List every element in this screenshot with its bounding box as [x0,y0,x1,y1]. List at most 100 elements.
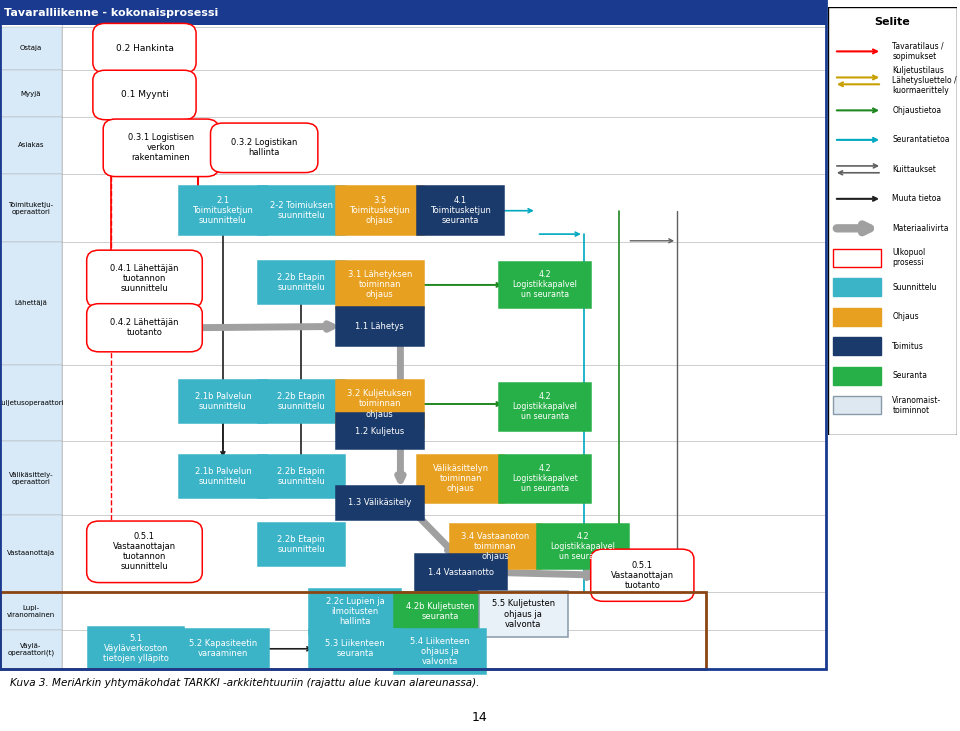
FancyBboxPatch shape [257,523,345,566]
FancyBboxPatch shape [0,0,826,26]
Text: 1.2 Kuljetus: 1.2 Kuljetus [355,427,404,436]
FancyBboxPatch shape [0,117,61,174]
Text: Asiakas: Asiakas [17,143,44,148]
FancyBboxPatch shape [86,521,203,583]
Text: 4.2
Logistikkapalvel
un seuranta: 4.2 Logistikkapalvel un seuranta [550,532,615,561]
FancyBboxPatch shape [449,523,541,569]
FancyBboxPatch shape [590,549,694,602]
FancyBboxPatch shape [257,455,345,498]
Text: 3.5
Toimitusketjun
ohjaus: 3.5 Toimitusketjun ohjaus [349,196,410,225]
Text: 5.3 Liikenteen
seuranta: 5.3 Liikenteen seuranta [325,640,385,659]
Text: 2-2 Toimiuksen
suunnittelu: 2-2 Toimiuksen suunnittelu [270,201,333,220]
FancyBboxPatch shape [336,380,423,428]
FancyBboxPatch shape [833,308,881,326]
Text: 3.1 Lähetyksen
toiminnan
ohjaus: 3.1 Lähetyksen toiminnan ohjaus [348,270,412,300]
FancyBboxPatch shape [180,186,267,235]
FancyBboxPatch shape [86,250,203,308]
Text: 2.1b Palvelun
suunnittelu: 2.1b Palvelun suunnittelu [195,392,252,411]
Text: Kuittaukset: Kuittaukset [892,165,936,174]
FancyBboxPatch shape [499,382,590,431]
Text: 0.1 Myynti: 0.1 Myynti [121,91,168,99]
Text: Viranomaist-
toiminnot: Viranomaist- toiminnot [892,395,942,414]
FancyBboxPatch shape [828,7,957,435]
Text: 1.3 Välikäsitely: 1.3 Välikäsitely [348,499,412,507]
Text: 4.1
Toimitusketjun
seuranta: 4.1 Toimitusketjun seuranta [430,196,492,225]
Text: 0.3.1 Logistisen
verkon
rakentaminen: 0.3.1 Logistisen verkon rakentaminen [128,133,194,162]
Text: 2.2c Lupien ja
ilmoitusten
hallinta: 2.2c Lupien ja ilmoitusten hallinta [325,596,384,626]
FancyBboxPatch shape [257,186,345,235]
FancyBboxPatch shape [309,588,401,634]
FancyBboxPatch shape [0,630,61,669]
FancyBboxPatch shape [415,555,507,591]
FancyBboxPatch shape [257,380,345,423]
Text: Ostaja: Ostaja [20,45,42,51]
Text: Ulkopuol
prosessi: Ulkopuol prosessi [892,249,925,268]
Text: Ohjaustietoa: Ohjaustietoa [892,106,942,115]
FancyBboxPatch shape [833,367,881,385]
Text: Toimitus: Toimitus [892,342,924,351]
FancyBboxPatch shape [479,591,568,637]
Text: Kuva 3. MeriArkin yhtymäkohdat TARKKI -arkkitehtuuriin (rajattu alue kuvan alare: Kuva 3. MeriArkin yhtymäkohdat TARKKI -a… [10,678,479,689]
Text: Lupi-
viranomainen: Lupi- viranomainen [7,605,55,618]
Text: Seurantatietoa: Seurantatietoa [892,135,949,144]
Text: 4.2
Logistikkapalvet
un seuranta: 4.2 Logistikkapalvet un seuranta [512,464,578,493]
Text: Kuljetustilaus
Lähetysluettelo /
kuormaerittely: Kuljetustilaus Lähetysluettelo / kuormae… [892,67,957,96]
Text: 4.2
Logistikkapalvel
un seuranta: 4.2 Logistikkapalvel un seuranta [513,392,577,421]
FancyBboxPatch shape [499,262,590,308]
FancyBboxPatch shape [210,123,318,173]
Text: 2.2b Etapin
suunnittelu: 2.2b Etapin suunnittelu [277,392,325,411]
Text: Muuta tietoa: Muuta tietoa [892,194,942,203]
Text: 5.1
Väyläverkoston
tietojen ylläpito: 5.1 Väyläverkoston tietojen ylläpito [104,635,169,663]
Text: 2.2b Etapin
suunnittelu: 2.2b Etapin suunnittelu [277,273,325,292]
FancyBboxPatch shape [499,455,590,503]
FancyBboxPatch shape [88,627,184,670]
FancyBboxPatch shape [537,523,629,569]
Text: Ohjaus: Ohjaus [892,312,919,322]
FancyBboxPatch shape [395,592,486,631]
Text: Tavaralliikenne - kokonaisprosessi: Tavaralliikenne - kokonaisprosessi [4,8,218,18]
Text: Välikäsittely-
operaattori: Välikäsittely- operaattori [9,471,53,485]
FancyBboxPatch shape [833,337,881,355]
FancyBboxPatch shape [833,279,881,296]
FancyBboxPatch shape [417,455,504,503]
FancyBboxPatch shape [93,23,196,73]
Text: 4.2
Logistikkapalvel
un seuranta: 4.2 Logistikkapalvel un seuranta [513,270,577,300]
Text: 5.2 Kapasiteetin
varaaminen: 5.2 Kapasiteetin varaaminen [189,640,257,659]
Text: 0.4.2 Lähettäjän
tuotanto: 0.4.2 Lähettäjän tuotanto [110,318,179,337]
FancyBboxPatch shape [336,307,423,346]
FancyBboxPatch shape [0,365,61,442]
Text: Tavaratilaus /
sopimukset: Tavaratilaus / sopimukset [892,42,944,61]
Text: 4.2b Kuljetusten
seuranta: 4.2b Kuljetusten seuranta [406,602,474,621]
FancyBboxPatch shape [336,413,423,450]
FancyBboxPatch shape [0,592,61,630]
Text: Materiaalivirta: Materiaalivirta [892,224,948,233]
FancyBboxPatch shape [180,455,267,498]
FancyBboxPatch shape [86,303,203,352]
FancyBboxPatch shape [0,70,61,117]
FancyBboxPatch shape [336,485,423,520]
Text: 0.2 Hankinta: 0.2 Hankinta [115,44,174,53]
FancyBboxPatch shape [0,27,61,70]
Text: Myyjä: Myyjä [21,91,41,96]
Text: 0.5.1
Vastaanottajan
tuotanto: 0.5.1 Vastaanottajan tuotanto [611,561,674,590]
FancyBboxPatch shape [833,249,881,267]
Text: 5.4 Liikenteen
ohjaus ja
valvonta: 5.4 Liikenteen ohjaus ja valvonta [410,637,469,666]
Text: Kuljetusoperaattori: Kuljetusoperaattori [0,400,64,406]
FancyBboxPatch shape [0,174,61,242]
FancyBboxPatch shape [104,119,219,177]
Text: 2.1b Palvelun
suunnittelu: 2.1b Palvelun suunnittelu [195,466,252,486]
FancyBboxPatch shape [257,261,345,303]
FancyBboxPatch shape [336,186,423,235]
Text: 3.4 Vastaanoton
toiminnan
ohjaus: 3.4 Vastaanoton toiminnan ohjaus [461,532,530,561]
FancyBboxPatch shape [180,380,267,423]
Text: 3.2 Kuljetuksen
toiminnan
ohjaus: 3.2 Kuljetuksen toiminnan ohjaus [348,390,412,419]
Text: Toimituketju-
operaattori: Toimituketju- operaattori [9,202,54,214]
Text: 1.4 Vastaanotto: 1.4 Vastaanotto [428,568,493,577]
Text: Lähettäjä: Lähettäjä [14,300,47,306]
FancyBboxPatch shape [0,442,61,515]
Text: 0.3.2 Logistikan
hallinta: 0.3.2 Logistikan hallinta [231,138,298,157]
Text: 2.2b Etapin
suunnittelu: 2.2b Etapin suunnittelu [277,466,325,486]
Text: 2.2b Etapin
suunnittelu: 2.2b Etapin suunnittelu [277,535,325,554]
FancyBboxPatch shape [0,242,61,365]
Text: 5.5 Kuljetusten
ohjaus ja
valvonta: 5.5 Kuljetusten ohjaus ja valvonta [492,599,555,629]
